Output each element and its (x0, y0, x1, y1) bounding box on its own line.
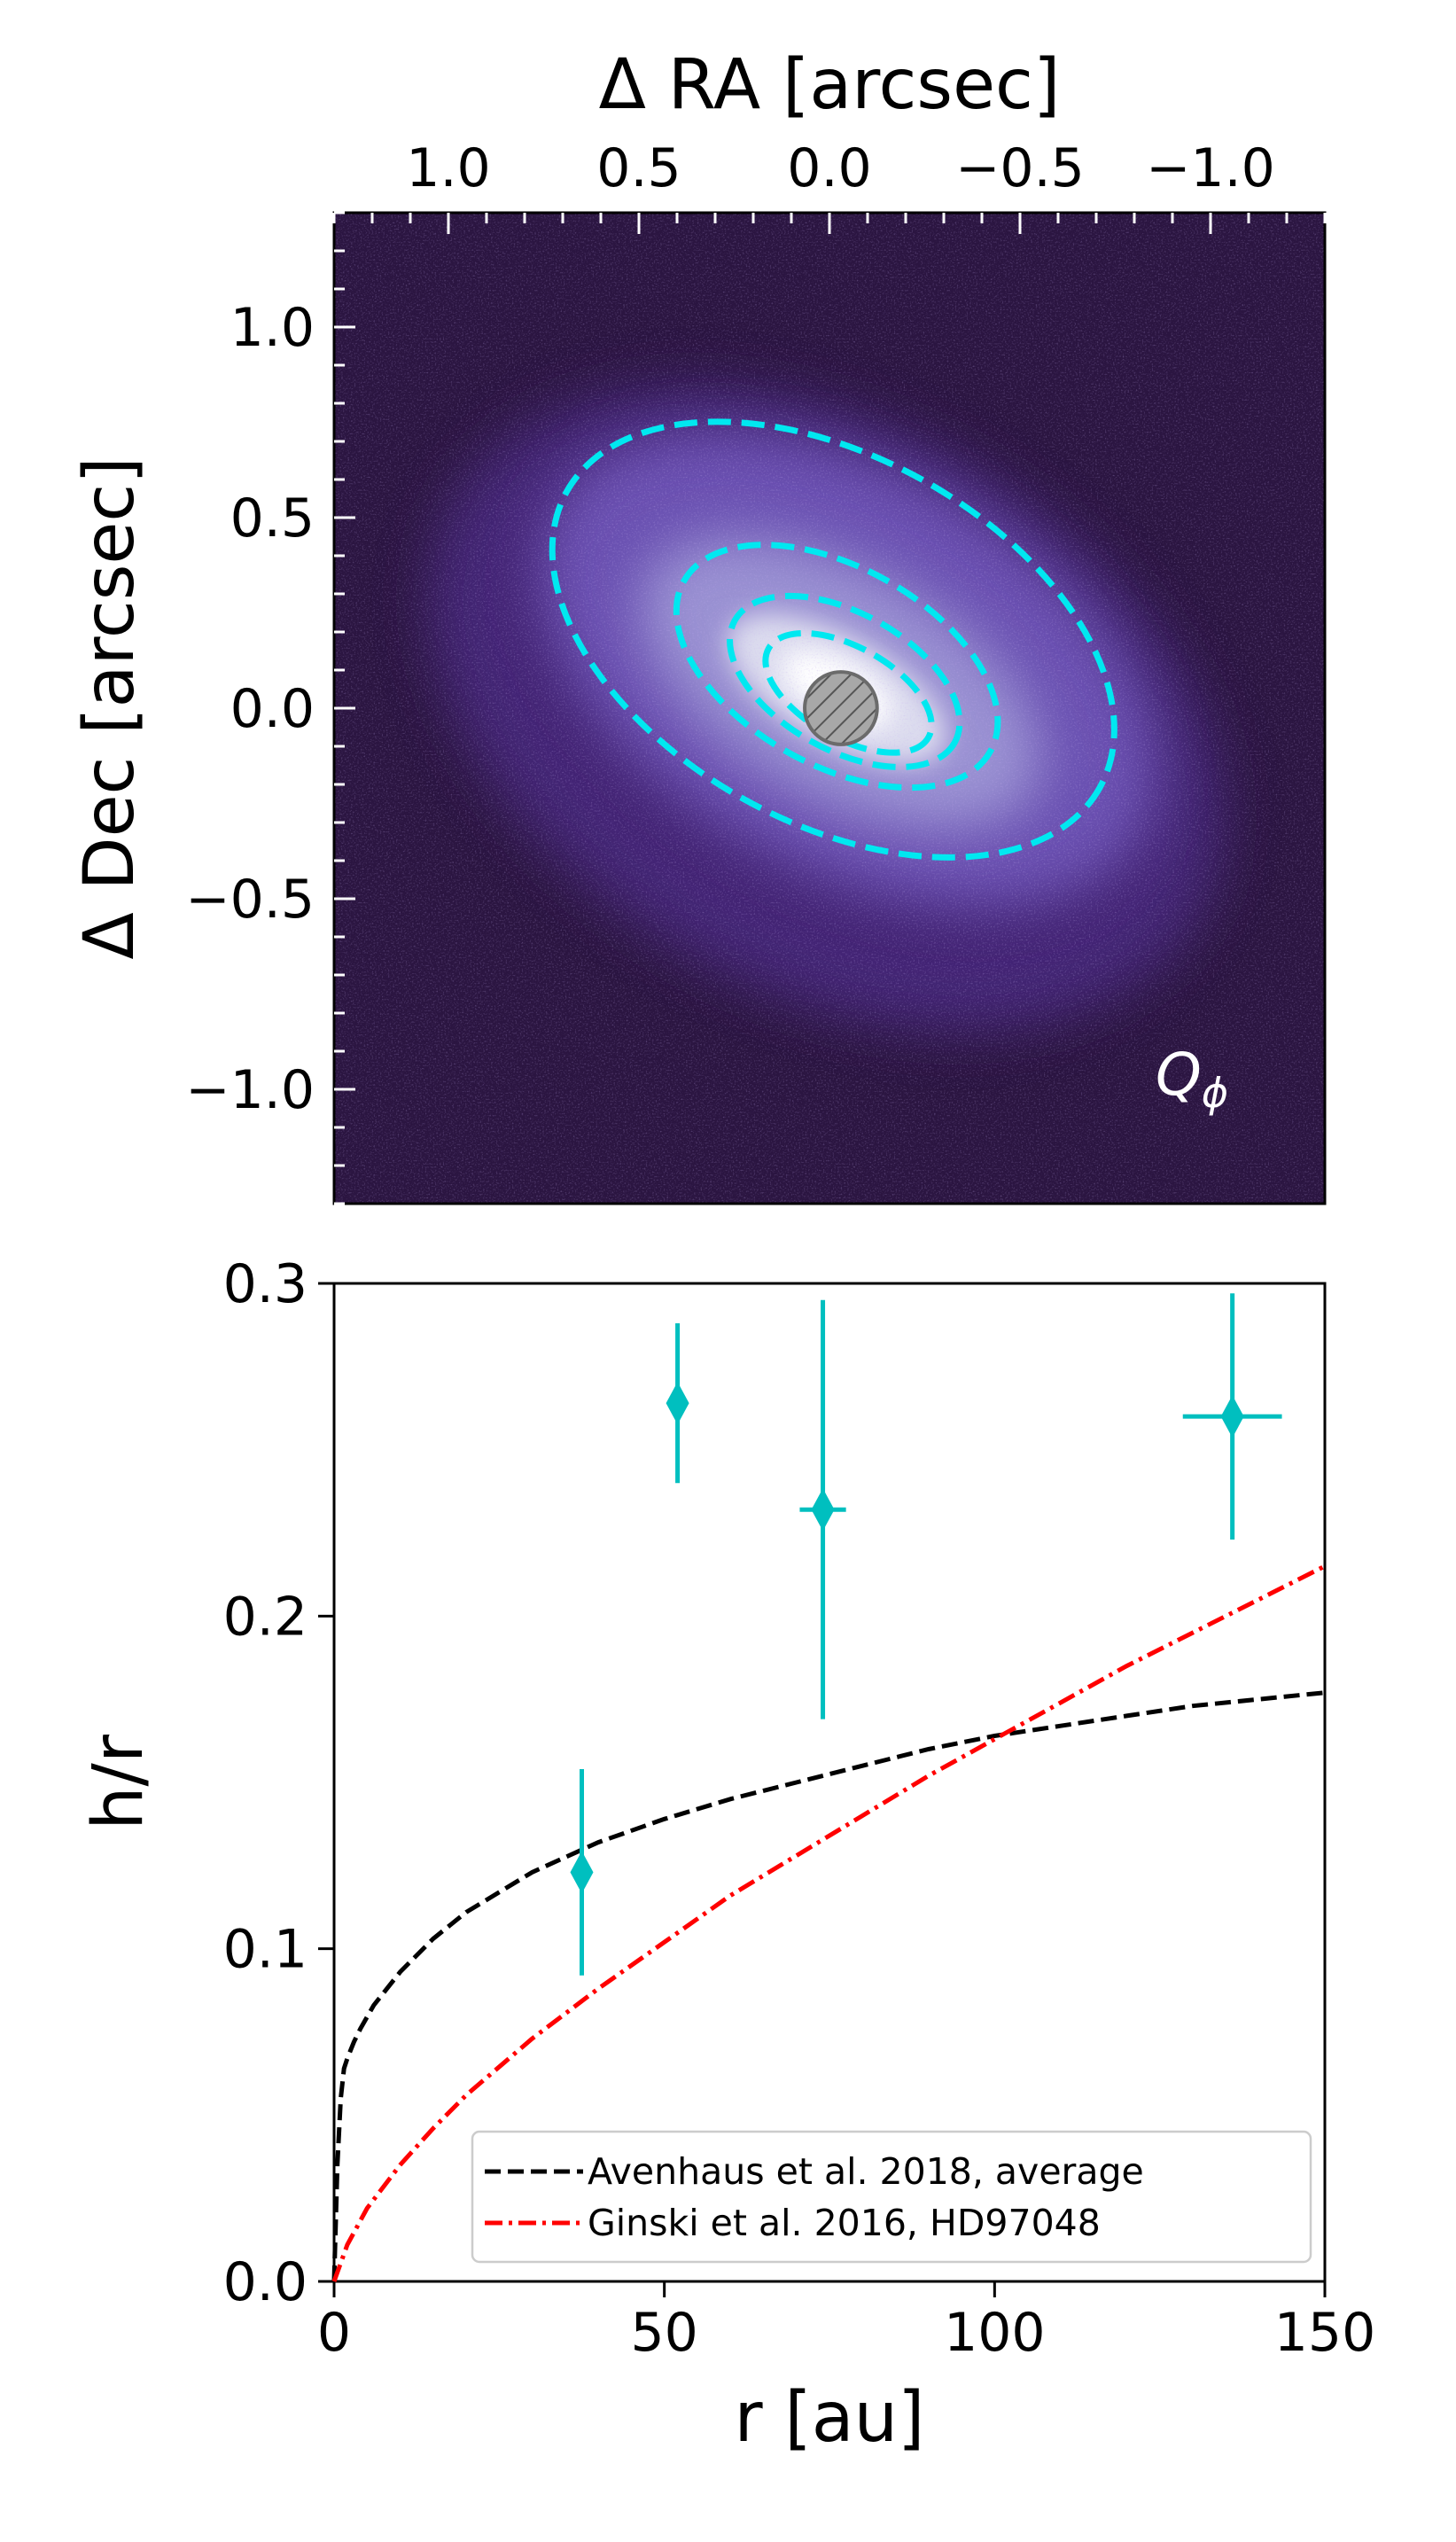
image-y-tick-label: −0.5 (185, 869, 315, 931)
image-y-tick-label: 0.0 (230, 678, 315, 740)
plot-frame (332, 1282, 1327, 2283)
profile-panel: 0 50 100 150 0.0 0.1 0.2 0.3 Avenhaus et al. 20… (79, 1253, 1375, 2458)
contour-1 (673, 542, 1001, 791)
plot-y-axis-title: h/r (79, 1734, 159, 1830)
plot-x-axis-title: r [au] (735, 2378, 925, 2458)
measurement-point-1 (666, 1323, 689, 1484)
measurement-point-0 (570, 1768, 594, 1976)
panel-label: Qϕ (1156, 1041, 1228, 1117)
plot-axis-ticks: 0 50 100 150 0.0 0.1 0.2 0.3 (223, 1253, 1376, 2364)
legend: Avenhaus et al. 2018, average Ginski et … (471, 2130, 1312, 2264)
contour-0 (549, 418, 1117, 861)
plot-y-tick-label: 0.2 (223, 1586, 308, 1648)
diamond-marker (1220, 1395, 1244, 1439)
diamond-marker (666, 1382, 689, 1425)
legend-label-avenhaus: Avenhaus et al. 2018, average (588, 2150, 1144, 2193)
image-y-tick-label: 1.0 (230, 297, 315, 359)
measurement-point-3 (1182, 1293, 1282, 1540)
image-y-tick-label: 0.5 (230, 487, 315, 550)
plot-y-tick-label: 0.3 (223, 1253, 308, 1315)
coronagraph-mask (803, 670, 879, 746)
legend-label-ginski: Ginski et al. 2016, HD97048 (588, 2202, 1101, 2244)
image-axis-ticks: 1.0 0.5 0.0 −0.5 −1.0 1.0 0.5 0.0 −0.5 −1.0 (185, 137, 1327, 1205)
image-x-tick-label: −1.0 (1146, 137, 1275, 199)
plot-x-tick-label: 50 (630, 2302, 697, 2364)
image-x-tick-label: 1.0 (406, 137, 490, 199)
image-y-tick-label: −1.0 (185, 1059, 315, 1121)
image-x-tick-label: 0.0 (787, 137, 871, 199)
plot-x-tick-label: 0 (317, 2302, 351, 2364)
diamond-marker (570, 1851, 594, 1894)
legend-box (471, 2130, 1312, 2264)
image-x-tick-label: 0.5 (596, 137, 681, 199)
measurement-point-2 (799, 1299, 846, 1719)
series-ginski-line (331, 1563, 1327, 2282)
image-x-tick-label: −0.5 (955, 137, 1085, 199)
diamond-marker (811, 1488, 835, 1532)
image-x-axis-title: Δ RA [arcsec] (599, 45, 1061, 125)
plot-x-tick-label: 150 (1274, 2302, 1376, 2364)
contour-group (549, 418, 1117, 861)
contour-2 (727, 592, 963, 770)
plot-y-tick-label: 0.1 (223, 1919, 308, 1981)
plot-y-tick-label: 0.0 (223, 2251, 308, 2313)
image-panel: 1.0 0.5 0.0 −0.5 −1.0 1.0 0.5 0.0 −0.5 −1.0 Qϕ Δ … (70, 45, 1327, 1205)
image-y-axis-title: Δ Dec [arcsec] (70, 456, 150, 959)
plot-x-tick-label: 100 (944, 2302, 1046, 2364)
series-avenhaus-line (331, 1690, 1326, 2282)
measurement-points (570, 1293, 1282, 1976)
